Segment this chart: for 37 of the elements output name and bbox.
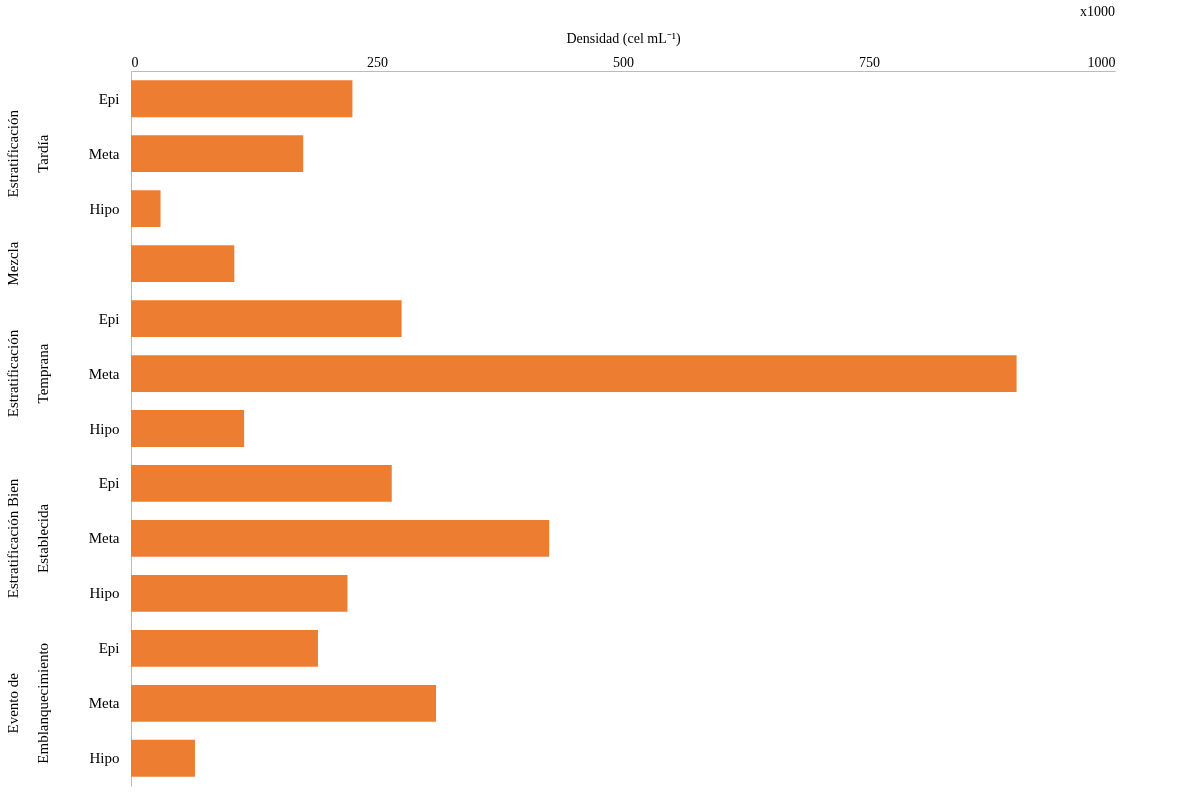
bar: [131, 684, 437, 722]
bar: [131, 300, 402, 337]
bar: [131, 629, 318, 667]
bar: [131, 574, 348, 612]
text: Estratificación Tardía: [5, 109, 51, 198]
bar: [131, 465, 392, 502]
y-tick-label: Epi: [98, 640, 120, 657]
y-tick-label: Meta: [88, 530, 120, 547]
x-tick-label: 250: [367, 54, 388, 70]
bar: [131, 520, 550, 557]
y-tick-label: Hipo: [89, 750, 120, 767]
text: Estratificación Bien Establecida: [5, 478, 51, 599]
y-tick-label: Epi: [98, 310, 120, 327]
x-tick-label: 750: [859, 54, 880, 70]
text: Evento de Emblanquecimiento: [5, 642, 51, 764]
x-tick-label: 1000: [1087, 54, 1116, 70]
bar: [131, 135, 304, 173]
bar: [131, 80, 353, 118]
y-tick-label: Meta: [88, 695, 120, 712]
y-tick-label: Hipo: [89, 420, 120, 437]
bar: [131, 410, 245, 447]
y-tick-label: Hipo: [89, 585, 120, 602]
text: x1000: [1080, 4, 1115, 19]
y-tick-label: Hipo: [89, 200, 120, 217]
bar: [131, 355, 1017, 392]
x-tick-label: 500: [613, 54, 634, 70]
x-tick-label: 0: [131, 54, 139, 70]
text: Estratificación Temprana: [5, 329, 51, 418]
bar: [131, 245, 235, 283]
y-tick-label: Meta: [88, 145, 120, 162]
y-tick-label: Epi: [98, 90, 120, 107]
y-tick-label: Meta: [88, 365, 120, 382]
bar: [131, 739, 195, 777]
y-tick-label: Epi: [98, 475, 120, 492]
text: Mezcla: [5, 241, 21, 286]
bar: [131, 190, 161, 228]
x-axis-title: Densidad (cel mL⁻¹): [566, 30, 681, 47]
